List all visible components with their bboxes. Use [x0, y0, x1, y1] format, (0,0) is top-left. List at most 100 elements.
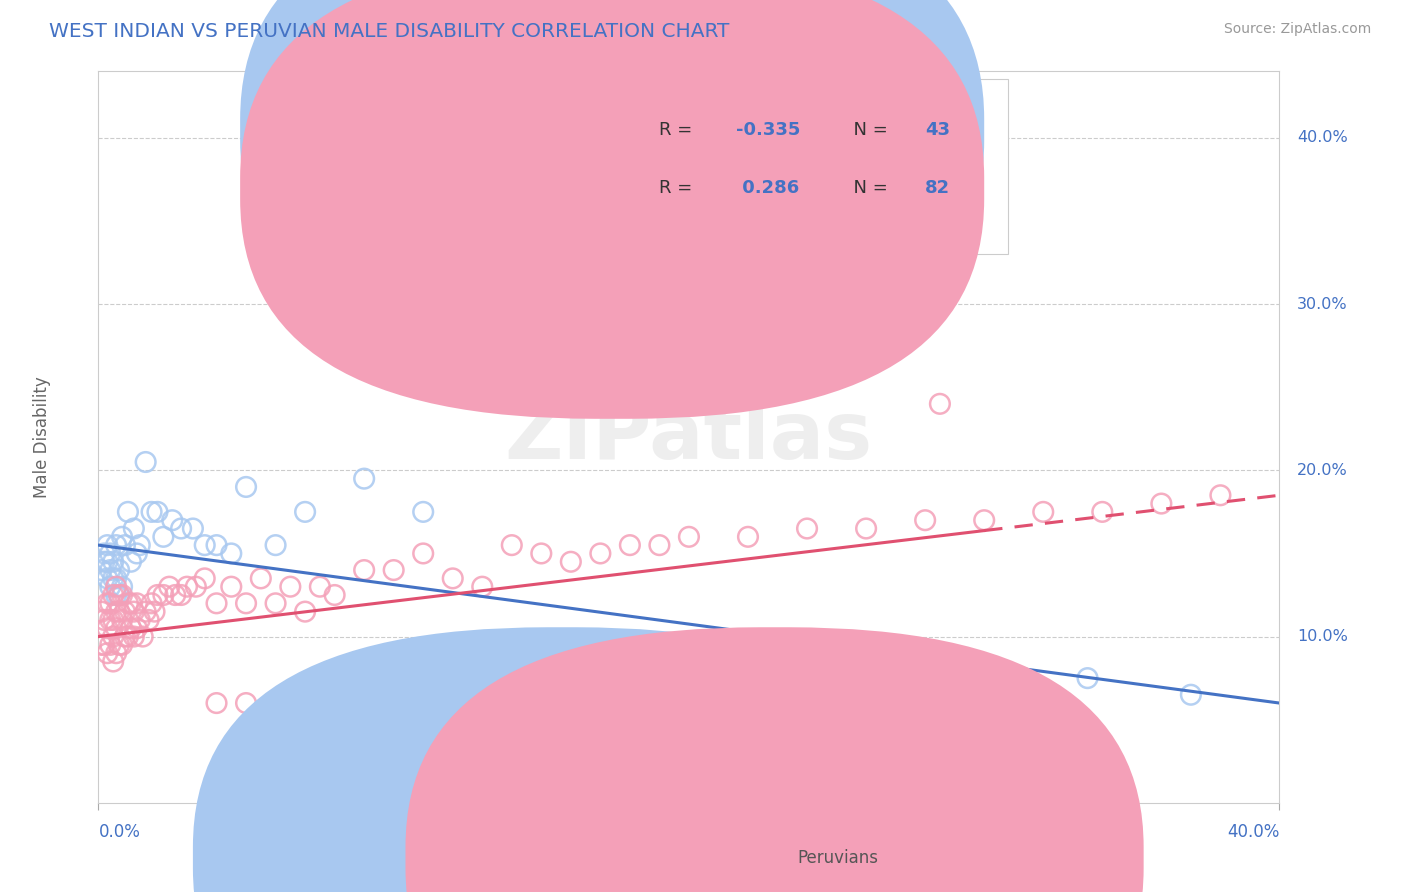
- Point: [93, 555, 115, 569]
- Point: [441, 571, 464, 585]
- Point: [120, 555, 142, 569]
- Point: [205, 596, 228, 610]
- Text: -0.335: -0.335: [737, 121, 800, 139]
- Point: [111, 638, 134, 652]
- Point: [165, 588, 187, 602]
- Text: 82: 82: [925, 179, 950, 197]
- Point: [120, 596, 142, 610]
- Text: N =: N =: [842, 121, 894, 139]
- Point: [152, 588, 174, 602]
- Point: [530, 546, 553, 560]
- Text: 43: 43: [925, 121, 950, 139]
- Point: [294, 505, 316, 519]
- Text: R =: R =: [659, 179, 699, 197]
- Point: [108, 563, 131, 577]
- Point: [678, 530, 700, 544]
- Point: [105, 621, 128, 635]
- Point: [184, 580, 207, 594]
- Point: [96, 555, 118, 569]
- Point: [1150, 497, 1173, 511]
- Point: [128, 613, 150, 627]
- Point: [353, 563, 375, 577]
- Point: [194, 571, 217, 585]
- Text: 40.0%: 40.0%: [1227, 823, 1279, 841]
- Point: [929, 397, 952, 411]
- Point: [825, 638, 848, 652]
- Point: [1180, 688, 1202, 702]
- Text: 10.0%: 10.0%: [1298, 629, 1348, 644]
- Point: [1032, 505, 1054, 519]
- Point: [96, 621, 118, 635]
- Point: [412, 505, 434, 519]
- Point: [117, 505, 139, 519]
- Point: [98, 596, 121, 610]
- Point: [1091, 505, 1114, 519]
- Text: 40.0%: 40.0%: [1298, 130, 1348, 145]
- Text: 30.0%: 30.0%: [1298, 297, 1348, 311]
- Point: [176, 580, 198, 594]
- Point: [135, 605, 157, 619]
- Point: [111, 580, 134, 594]
- Point: [111, 613, 134, 627]
- Point: [103, 630, 125, 644]
- Point: [1209, 488, 1232, 502]
- Text: 0.286: 0.286: [737, 179, 800, 197]
- Point: [105, 571, 128, 585]
- FancyBboxPatch shape: [405, 627, 1143, 892]
- Point: [737, 530, 759, 544]
- Point: [103, 588, 125, 602]
- Point: [122, 521, 145, 535]
- Point: [280, 580, 302, 594]
- Point: [264, 596, 287, 610]
- Point: [108, 605, 131, 619]
- Point: [294, 605, 316, 619]
- Text: N =: N =: [842, 179, 894, 197]
- Point: [1077, 671, 1099, 685]
- Point: [98, 563, 121, 577]
- Point: [170, 588, 193, 602]
- Point: [412, 546, 434, 560]
- Point: [96, 646, 118, 660]
- Point: [105, 605, 128, 619]
- Point: [105, 580, 128, 594]
- Point: [98, 613, 121, 627]
- Point: [128, 538, 150, 552]
- Point: [973, 513, 995, 527]
- Point: [382, 563, 405, 577]
- Point: [120, 621, 142, 635]
- Text: West Indians: West Indians: [585, 848, 692, 867]
- Point: [501, 538, 523, 552]
- Point: [138, 613, 160, 627]
- Point: [205, 538, 228, 552]
- Point: [90, 605, 112, 619]
- Point: [648, 538, 671, 552]
- Point: [855, 521, 877, 535]
- Point: [796, 521, 818, 535]
- Point: [96, 538, 118, 552]
- Point: [111, 588, 134, 602]
- Point: [125, 596, 148, 610]
- Point: [235, 696, 257, 710]
- Point: [135, 455, 157, 469]
- Text: WEST INDIAN VS PERUVIAN MALE DISABILITY CORRELATION CHART: WEST INDIAN VS PERUVIAN MALE DISABILITY …: [49, 22, 730, 41]
- Point: [205, 696, 228, 710]
- Point: [589, 546, 612, 560]
- Point: [103, 571, 125, 585]
- Point: [250, 571, 273, 585]
- Point: [914, 513, 936, 527]
- Point: [309, 580, 332, 594]
- Point: [98, 638, 121, 652]
- Point: [471, 580, 494, 594]
- Text: 20.0%: 20.0%: [1298, 463, 1348, 478]
- Point: [194, 538, 217, 552]
- Point: [105, 646, 128, 660]
- Point: [117, 596, 139, 610]
- Point: [560, 555, 582, 569]
- Point: [103, 613, 125, 627]
- Point: [141, 505, 163, 519]
- Point: [114, 630, 136, 644]
- Point: [221, 580, 243, 594]
- Point: [98, 546, 121, 560]
- FancyBboxPatch shape: [240, 0, 984, 360]
- Point: [264, 538, 287, 552]
